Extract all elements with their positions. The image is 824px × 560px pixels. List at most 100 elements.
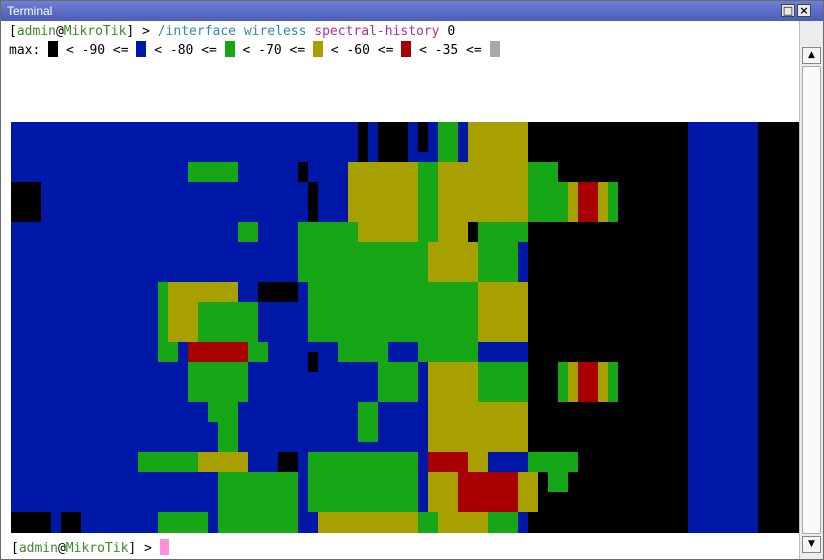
spectral-cell <box>238 222 258 242</box>
spectral-cell <box>428 452 468 472</box>
spectral-cell <box>478 222 528 242</box>
title-bar[interactable]: Terminal □ × <box>1 1 823 21</box>
close-icon: × <box>799 4 809 17</box>
spectral-cell <box>218 512 298 533</box>
spectral-cell <box>418 122 428 152</box>
spectral-cell <box>308 452 418 472</box>
spectral-cell <box>558 182 568 222</box>
spectral-cell <box>778 362 788 382</box>
spectral-cell <box>778 162 788 182</box>
text-cursor <box>159 539 169 555</box>
spectral-cell <box>478 242 518 282</box>
legend-line: max: < -90 <= < -80 <= < -70 <= < -60 <=… <box>9 41 500 59</box>
spectral-cell <box>418 512 438 533</box>
scroll-thumb[interactable] <box>802 66 821 534</box>
spectral-cell <box>438 122 458 162</box>
spectral-cell <box>188 162 238 182</box>
legend-swatch <box>48 41 59 57</box>
spectral-cell <box>11 182 41 222</box>
maximize-button[interactable]: □ <box>781 4 795 17</box>
spectral-cell <box>478 362 528 402</box>
spectral-cell <box>598 362 608 402</box>
legend-swatch <box>224 41 235 57</box>
spectral-cell <box>428 472 458 512</box>
spectral-cell <box>568 362 578 402</box>
spectral-cell <box>518 472 538 512</box>
spectral-cell <box>158 512 208 533</box>
spectral-cell <box>478 282 528 342</box>
legend-threshold: < -35 <= <box>411 43 490 58</box>
spectral-cell <box>758 122 799 533</box>
spectral-cell <box>208 402 238 422</box>
legend-threshold: < -90 <= <box>58 43 137 58</box>
spectral-cell <box>198 452 248 472</box>
spectral-cell <box>608 182 618 222</box>
spectral-cell <box>358 242 428 282</box>
command-verb: spectral-history <box>314 24 440 39</box>
spectral-cell <box>438 512 488 533</box>
spectral-cell <box>418 162 438 222</box>
spectral-cell <box>11 512 51 533</box>
spectral-cell <box>318 512 418 533</box>
spectral-cell <box>358 402 378 442</box>
spectral-cell <box>378 122 408 162</box>
spectral-cell <box>358 222 418 242</box>
command-path: /interface wireless <box>157 24 307 39</box>
spectral-cell <box>488 512 518 533</box>
spectral-cell <box>588 452 598 472</box>
spectral-cell <box>308 282 418 342</box>
spectral-cell <box>558 362 568 402</box>
spectral-cell <box>378 362 418 402</box>
legend-swatch <box>312 41 323 57</box>
spectral-cell <box>308 182 318 222</box>
legend-swatch <box>489 41 500 57</box>
spectral-cell <box>598 182 608 222</box>
spectral-cell <box>438 162 528 222</box>
spectral-cell <box>358 122 368 162</box>
spectral-cell <box>578 362 598 402</box>
terminal-output[interactable]: [admin@MikroTik] > /interface wireless s… <box>2 21 799 559</box>
input-prompt[interactable]: [admin@MikroTik] > <box>11 539 169 557</box>
legend-threshold: < -80 <= <box>146 43 225 58</box>
spectral-cell <box>528 162 558 222</box>
spectral-cell <box>458 472 518 512</box>
legend-swatch <box>401 41 412 57</box>
spectral-cell <box>308 472 418 512</box>
legend-swatch <box>136 41 147 57</box>
scroll-down-button[interactable]: ▼ <box>802 536 821 553</box>
spectral-cell <box>428 402 528 452</box>
spectral-cell <box>608 362 618 402</box>
prompt-host: MikroTik <box>63 24 127 39</box>
window-title: Terminal <box>7 4 53 18</box>
spectral-cell <box>61 512 81 533</box>
spectral-cell <box>138 452 198 472</box>
spectral-cell <box>468 222 478 242</box>
spectral-cell <box>188 362 248 402</box>
legend-threshold: < -60 <= <box>322 43 402 58</box>
maximize-icon: □ <box>782 4 794 17</box>
spectral-cell <box>778 242 788 282</box>
command-arg: 0 <box>447 24 456 39</box>
spectral-cell <box>278 452 298 472</box>
spectral-cell <box>418 282 478 362</box>
spectral-cell <box>438 222 468 242</box>
legend-label: max: <box>9 43 41 58</box>
spectral-cell <box>608 122 688 533</box>
close-button[interactable]: × <box>797 4 811 17</box>
up-arrow-icon: ▲ <box>808 50 815 60</box>
spectral-cell <box>528 452 578 472</box>
spectral-cell <box>218 472 298 512</box>
vertical-scrollbar[interactable]: ▲ ▼ <box>799 21 823 559</box>
spectral-cell <box>248 342 268 362</box>
spectral-cell <box>568 182 578 222</box>
legend-threshold: < -70 <= <box>234 43 313 58</box>
spectral-cell <box>548 472 568 492</box>
scroll-up-button[interactable]: ▲ <box>802 47 821 64</box>
prompt-user: admin <box>16 24 56 39</box>
spectral-cell <box>778 242 788 262</box>
spectral-cell <box>308 352 318 372</box>
spectral-cell <box>578 182 598 222</box>
spectral-cell <box>468 452 488 472</box>
spectral-cell <box>188 342 258 362</box>
